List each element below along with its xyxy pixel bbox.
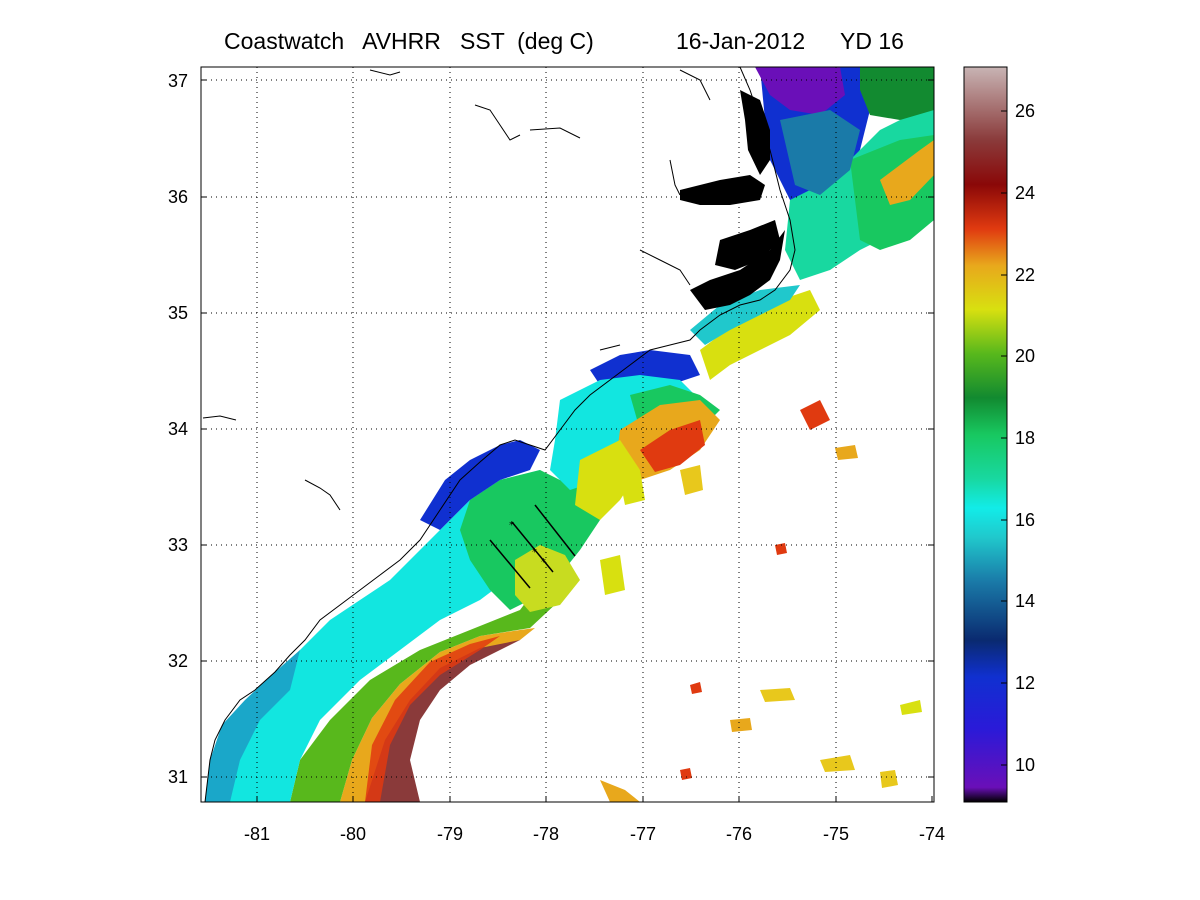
transect-line-1 xyxy=(489,539,531,589)
transect-line-3 xyxy=(534,504,576,557)
lon-label-80: -80 xyxy=(339,824,366,844)
north-purple xyxy=(755,67,845,115)
lookout-red xyxy=(640,420,705,472)
colorbar xyxy=(963,66,1008,803)
lat-label-31: 31 xyxy=(167,767,188,787)
pamlico-sound xyxy=(690,230,785,310)
colorbar-label-24: 24 xyxy=(1015,183,1036,203)
offshore-patch-1 xyxy=(800,400,830,430)
gulf-stream-redline xyxy=(365,636,500,802)
hatteras-cyan xyxy=(690,285,800,345)
lon-label-81: -81 xyxy=(243,824,270,844)
lon-label-79: -79 xyxy=(436,824,463,844)
offshore-patch-7 xyxy=(900,700,922,715)
gulf-stream-core xyxy=(355,634,520,802)
map-frame xyxy=(200,66,935,803)
lat-label-32: 32 xyxy=(167,651,188,671)
north-mid-blue xyxy=(780,110,860,195)
lat-label-34: 34 xyxy=(167,419,188,439)
yellow-patch xyxy=(515,545,580,612)
offshore-patch-6 xyxy=(730,718,752,732)
offshore-patch-10 xyxy=(680,768,692,780)
map-title: Coastwatch AVHRR SST (deg C) xyxy=(224,28,594,54)
colorbar-label-26: 26 xyxy=(1015,101,1036,121)
offshore-patch-12 xyxy=(680,465,703,495)
transect-marker-1: * xyxy=(509,520,514,531)
colorbar-label-16: 16 xyxy=(1015,510,1036,530)
map-date: 16-Jan-2012 xyxy=(676,28,806,54)
coastline xyxy=(202,67,796,802)
colorbar-label-12: 12 xyxy=(1015,673,1036,693)
north-shelf-green xyxy=(860,67,934,120)
colorbar-label-22: 22 xyxy=(1015,265,1036,285)
hatteras-yellow xyxy=(700,290,820,380)
offshore-patch-11 xyxy=(775,543,787,555)
north-warm-edge xyxy=(880,140,934,205)
colorbar-label-14: 14 xyxy=(1015,591,1036,611)
offshore-patch-4 xyxy=(820,755,855,772)
currituck-sound xyxy=(740,90,770,175)
offshore-patch-5 xyxy=(760,688,795,702)
lon-label-74: -74 xyxy=(918,824,945,844)
offshore-patch-2 xyxy=(835,445,858,460)
lookout-yellow xyxy=(575,440,640,520)
transect-marker-2: * xyxy=(532,547,537,558)
lon-label-76: -76 xyxy=(725,824,752,844)
lon-label-77: -77 xyxy=(629,824,656,844)
lon-label-75: -75 xyxy=(822,824,849,844)
axis-ticks xyxy=(201,79,934,802)
transect-marker-3: * xyxy=(541,557,546,568)
colorbar-label-10: 10 xyxy=(1015,755,1036,775)
lat-label-35: 35 xyxy=(167,303,188,323)
nearshore-teal xyxy=(205,650,300,802)
offshore-patch-13 xyxy=(620,470,645,505)
lon-label-78: -78 xyxy=(532,824,559,844)
colorbar-label-18: 18 xyxy=(1015,428,1036,448)
lat-label-33: 33 xyxy=(167,535,188,555)
map-gridlines xyxy=(201,67,934,802)
shelf-green-band xyxy=(290,545,570,802)
offshore-patch-8 xyxy=(600,780,640,802)
transect-line-2 xyxy=(511,521,554,573)
offshore-patch-9 xyxy=(690,682,702,694)
sst-field: * * * xyxy=(205,67,934,802)
lat-label-37: 37 xyxy=(167,71,188,91)
offshore-patch-3 xyxy=(880,770,898,788)
lat-label-36: 36 xyxy=(167,187,188,207)
pamlico-inner xyxy=(715,220,780,270)
offshore-patch-14 xyxy=(600,555,625,595)
onslow-green xyxy=(460,470,610,610)
colorbar-ticks xyxy=(1001,110,1007,766)
colorbar-label-20: 20 xyxy=(1015,346,1036,366)
year-day-label: YD 16 xyxy=(840,28,904,54)
